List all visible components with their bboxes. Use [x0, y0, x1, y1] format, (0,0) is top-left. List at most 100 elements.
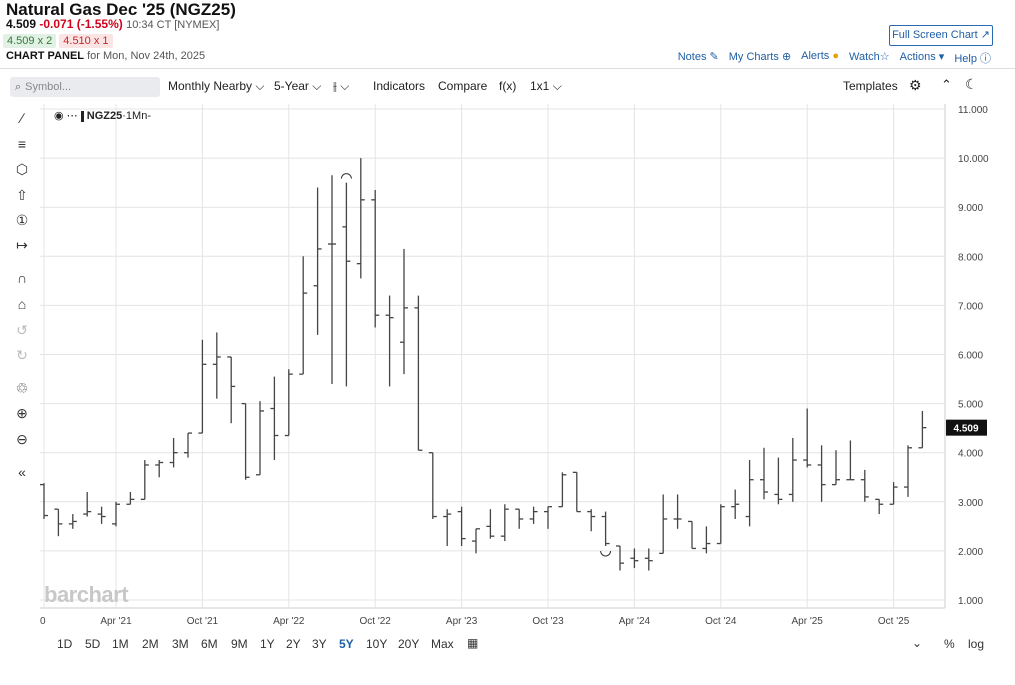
ohlc-bar	[198, 339, 207, 434]
range-label: 5-Year	[274, 79, 309, 93]
x-tick-label: Oct '21	[187, 616, 219, 627]
zoom-in-icon[interactable]: ⊕	[16, 405, 28, 421]
undo-icon[interactable]: ↺	[16, 322, 28, 338]
range-button-1y[interactable]: 1Y	[260, 637, 275, 651]
range-dropdown[interactable]: 5-Year ⌵	[274, 79, 321, 94]
range-button-5y[interactable]: 5Y	[339, 637, 354, 651]
ask-badge: 4.510 x 1	[59, 34, 113, 48]
ohlc-bar	[400, 248, 408, 375]
percent-toggle[interactable]: %	[944, 637, 955, 651]
redo-icon[interactable]: ↻	[16, 347, 28, 363]
compare-button[interactable]: Compare	[438, 79, 488, 93]
arrow-up-icon[interactable]: ⇧	[16, 187, 28, 203]
ohlc-bar	[544, 506, 552, 529]
annotation-icon[interactable]: ①	[15, 212, 29, 228]
range-button-6m[interactable]: 6M	[201, 637, 218, 651]
range-button-20y[interactable]: 20Y	[398, 637, 420, 651]
range-button-2m[interactable]: 2M	[142, 637, 159, 651]
pencil-icon[interactable]: ∕	[20, 110, 24, 126]
collapse-icon[interactable]: ⌃	[941, 77, 952, 92]
range-button-1d[interactable]: 1D	[57, 637, 73, 651]
ohlc-bar	[457, 506, 466, 546]
ohlc-bars-icon: ⫲	[333, 79, 337, 93]
range-button-3m[interactable]: 3M	[172, 637, 189, 651]
calendar-icon[interactable]: ▦	[467, 636, 479, 650]
chevron-down-icon: ⌵	[255, 79, 265, 93]
range-button-9m[interactable]: 9M	[231, 637, 248, 651]
x-tick-label: Apr '25	[792, 616, 824, 627]
bid-ask: 4.509 x 2 4.510 x 1	[3, 34, 116, 48]
range-button-10y[interactable]: 10Y	[366, 637, 388, 651]
help-label: Help	[954, 53, 977, 65]
eye-icon[interactable]: ◉	[54, 110, 64, 122]
log-toggle[interactable]: log	[968, 637, 985, 651]
symbol-search-input[interactable]: ⌕ Symbol...	[10, 77, 160, 97]
unlock-icon[interactable]: ⌂	[17, 296, 27, 312]
search-icon: ⌕	[15, 81, 22, 93]
price-chart[interactable]: 1.000 2.000 3.000 4.000 5.000 6.000 7.000 8.000…	[0, 0, 1015, 632]
ohlc-bar	[918, 410, 927, 449]
ohlc-bar	[745, 460, 754, 527]
zoom-out-icon[interactable]: ⊖	[16, 431, 28, 447]
chevron-down-icon: ⌵	[552, 79, 562, 93]
chart-overlay: 4.509	[340, 173, 987, 557]
range-button-2y[interactable]: 2Y	[286, 637, 301, 651]
ohlc-bar	[54, 508, 63, 537]
ohlc-bars	[40, 158, 927, 571]
search-placeholder: Symbol...	[25, 81, 72, 93]
trash-icon[interactable]: ♲	[15, 380, 29, 396]
dark-mode-icon[interactable]: ☾	[965, 76, 978, 92]
edit-icon: ✎	[709, 51, 719, 63]
layout-dropdown[interactable]: 1x1 ⌵	[530, 79, 562, 94]
ohlc-bar	[385, 295, 394, 387]
quote-time: 10:34 CT [NYMEX]	[126, 19, 220, 31]
gear-icon[interactable]: ⚙	[909, 77, 922, 93]
chart-type-dropdown[interactable]: ⫲ ⌵	[333, 79, 349, 94]
full-screen-chart-button[interactable]: Full Screen Chart ↗	[889, 25, 993, 46]
help-link[interactable]: Help ⓘ	[954, 50, 991, 66]
alerts-link[interactable]: Alerts ●	[801, 50, 839, 66]
ohlc-bar	[212, 332, 221, 399]
x-axis: 0 Apr '21 Oct '21 Apr '22 Oct '22 Apr '23 Oct …	[40, 616, 910, 627]
ohlc-bar	[68, 514, 77, 529]
last-price: 4.509	[6, 17, 37, 31]
ohlc-bar	[803, 408, 812, 468]
high-marker	[340, 173, 352, 179]
period-dropdown[interactable]: Monthly Nearby ⌵	[168, 79, 265, 94]
actions-menu[interactable]: Actions ▾	[900, 50, 945, 66]
external-link-icon: ↗	[980, 29, 990, 41]
x-tick-label: Apr '21	[100, 616, 132, 627]
ohlc-bar	[486, 509, 495, 539]
more-icon[interactable]: ⋯	[66, 110, 78, 122]
y-tick-label: 4.000	[958, 449, 983, 460]
y-axis: 1.000 2.000 3.000 4.000 5.000 6.000 7.000 8.000…	[958, 105, 989, 607]
indicators-button[interactable]: Indicators	[373, 79, 426, 93]
range-button-5d[interactable]: 5D	[85, 637, 101, 651]
magnet-icon[interactable]: ∩	[16, 270, 28, 286]
fib-tool-icon[interactable]: ≡	[17, 136, 27, 152]
ohlc-bar	[313, 187, 322, 335]
my-charts-link[interactable]: My Charts ⊕	[729, 50, 791, 66]
chevron-double-down-icon[interactable]: ⌄	[912, 636, 923, 650]
range-button-3y[interactable]: 3Y	[312, 637, 327, 651]
templates-button[interactable]: Templates	[843, 79, 898, 93]
ohlc-bar	[860, 469, 869, 502]
watch-link[interactable]: Watch☆	[849, 50, 890, 66]
ohlc-bar	[284, 369, 293, 437]
range-button-1m[interactable]: 1M	[112, 637, 129, 651]
ohlc-bar	[500, 504, 509, 542]
last-price-box	[946, 419, 987, 436]
function-button[interactable]: f(x)	[499, 79, 517, 93]
ohlc-bar	[673, 494, 682, 529]
ohlc-bar	[40, 483, 48, 519]
y-tick-label: 6.000	[958, 351, 983, 362]
ohlc-bar	[371, 190, 380, 328]
ohlc-bar	[414, 295, 423, 451]
shape-tool-icon[interactable]: ⬡	[15, 161, 29, 177]
quote-line: 4.509 -0.071 (-1.55%) 10:34 CT [NYMEX]	[6, 17, 219, 31]
range-button-max[interactable]: Max	[431, 637, 454, 651]
measure-icon[interactable]: ↦	[16, 237, 28, 253]
notes-link[interactable]: Notes ✎	[678, 50, 719, 66]
alerts-label: Alerts	[801, 50, 830, 62]
collapse-sidebar-icon[interactable]: «	[18, 464, 26, 480]
